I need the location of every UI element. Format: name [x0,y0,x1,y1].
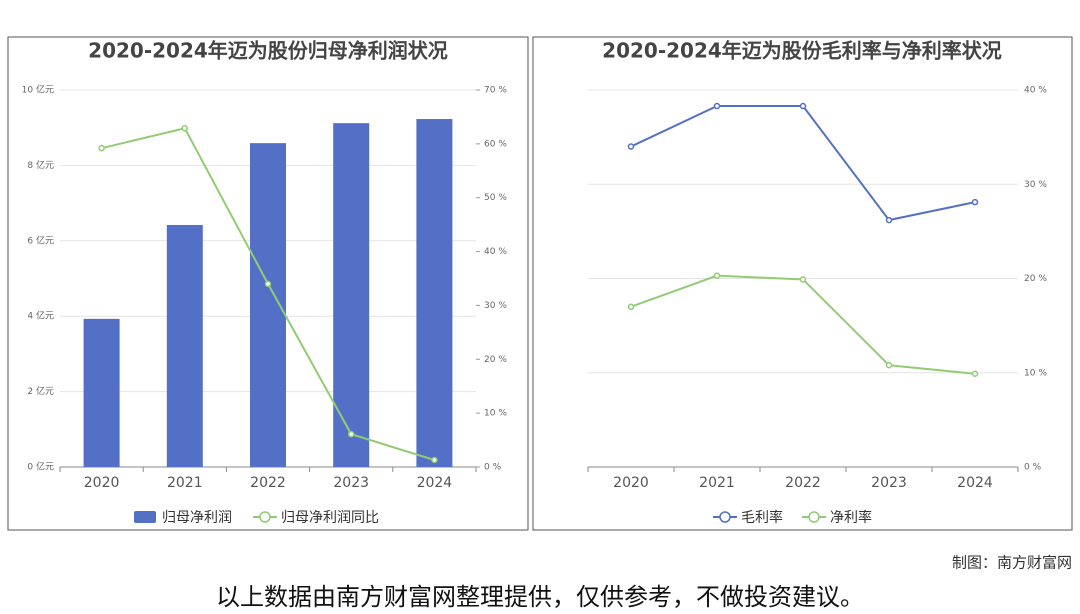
point [713,272,721,279]
point [971,198,979,206]
chart-title: 2020-2024年迈为股份毛利率与净利率状况 [602,39,1002,63]
x-tick-label: 2023 [333,475,369,491]
bar [333,123,370,468]
bar [166,224,203,467]
point [98,144,105,152]
point [713,102,721,110]
point [971,370,979,377]
y2-tick-label: 20 % [484,355,507,365]
point [627,303,635,311]
y-tick-label: 0 % [1024,463,1042,473]
point [627,143,635,150]
point [799,102,807,110]
point [431,456,438,464]
point [885,361,893,369]
panel-frame [532,36,1073,531]
y2-tick-label: 0 % [484,463,502,473]
y2-tick-label: 40 % [484,247,507,257]
legend-label: 毛利率 [741,509,783,526]
panel-frame [7,36,529,531]
y2-tick-label: 60 % [484,139,507,149]
y-tick-label: 6 亿元 [27,234,54,246]
legend-swatch [259,511,271,523]
point [181,124,189,132]
line [630,274,976,375]
y-tick-label: 30 % [1024,180,1047,190]
y-tick-label: 20 % [1024,274,1047,284]
y-tick-label: 40 % [1024,86,1047,96]
x-tick-label: 2023 [871,475,907,491]
y-tick-label: 0 亿元 [27,461,54,473]
x-tick-label: 2024 [417,475,453,491]
line [630,105,976,222]
x-tick-label: 2022 [785,475,821,491]
credit: 制图：南方财富网 [952,554,1072,572]
x-tick-label: 2024 [957,475,993,491]
x-tick-label: 2021 [699,475,735,491]
point [347,430,355,438]
x-tick-label: 2021 [167,475,203,491]
legend-swatch [808,511,820,523]
disclaimer: 以上数据由南方财富网整理提供，仅供参考，不做投资建议。 [216,583,864,611]
y2-tick-label: 30 % [484,301,507,311]
y-tick-label: 4 亿元 [27,310,54,322]
legend-label: 归母净利润 [162,509,232,526]
y-tick-label: 2 亿元 [27,385,54,397]
x-tick-label: 2020 [84,475,120,491]
y-tick-label: 8 亿元 [27,159,54,171]
legend-swatch [134,511,156,523]
point [885,216,893,224]
bar [416,119,453,468]
legend-label: 净利率 [830,509,872,526]
y2-tick-label: 50 % [484,193,507,203]
legend-swatch [719,511,731,523]
y-tick-label: 10 % [1024,368,1047,378]
y-tick-label: 10 亿元 [22,84,54,96]
point [799,276,807,283]
bar [83,318,120,467]
point [264,280,272,288]
x-tick-label: 2022 [250,475,286,491]
x-tick-label: 2020 [613,475,649,491]
y2-tick-label: 70 % [484,86,507,96]
legend-label: 归母净利润同比 [281,509,379,526]
y2-tick-label: 10 % [484,409,507,419]
chart-title: 2020-2024年迈为股份归母净利润状况 [88,39,448,63]
